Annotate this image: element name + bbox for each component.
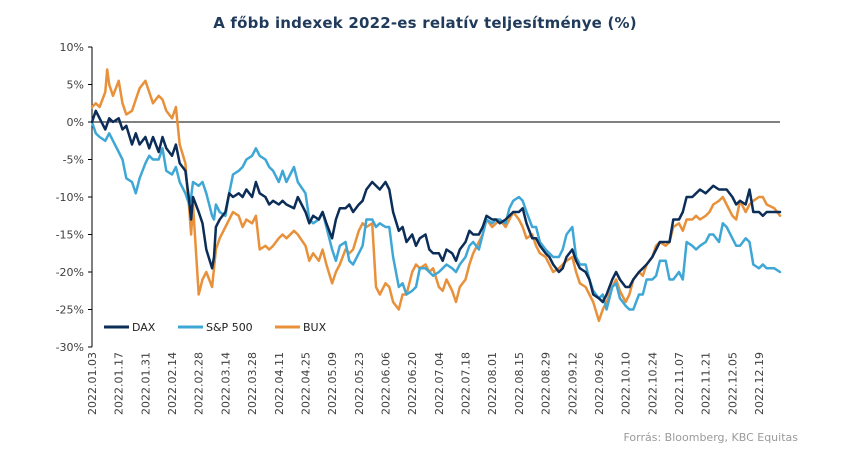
x-tick-label: 2022.06.06 (379, 352, 392, 415)
y-axis: 10% 5% 0% -5% -10% -15% -20% -25% -30% (56, 41, 93, 354)
x-tick-label: 2022.06.20 (406, 352, 419, 415)
y-tick-label: -30% (56, 341, 84, 354)
y-tick-label: 5% (67, 79, 84, 92)
x-tick-label: 2022.02.14 (166, 352, 179, 415)
source-note: Forrás: Bloomberg, KBC Equitas (623, 431, 798, 444)
chart-title: A főbb indexek 2022-es relatív teljesítm… (213, 14, 637, 32)
y-tick-label: -10% (56, 191, 84, 204)
x-tick-label: 2022.01.31 (139, 352, 152, 415)
series-line-dax (90, 109, 782, 304)
legend-label: S&P 500 (206, 321, 253, 334)
x-tick-label: 2022.03.14 (219, 352, 232, 415)
x-tick-label: 2022.11.21 (700, 352, 713, 415)
x-tick-label: 2022.05.09 (326, 352, 339, 415)
x-tick-label: 2022.08.01 (486, 352, 499, 415)
x-tick-label: 2022.03.28 (246, 352, 259, 415)
x-tick-label: 2022.12.05 (726, 352, 739, 415)
y-tick-label: -5% (63, 154, 84, 167)
series-line-bux (90, 68, 782, 323)
x-tick-label: 2022.04.11 (273, 352, 286, 415)
x-tick-label: 2022.10.24 (646, 352, 659, 415)
x-tick-label: 2022.09.26 (593, 352, 606, 415)
x-axis: 2022.01.03 2022.01.17 2022.01.31 2022.02.14… (86, 121, 780, 415)
series-lines (90, 68, 782, 323)
x-tick-label: 2022.08.29 (540, 352, 553, 415)
x-tick-label: 2022.09.12 (566, 352, 579, 415)
y-tick-label: -25% (56, 304, 84, 317)
y-tick-label: -15% (56, 229, 84, 242)
y-tick-label: -20% (56, 266, 84, 279)
x-tick-label: 2022.08.15 (513, 352, 526, 415)
x-tick-label: 2022.04.25 (299, 352, 312, 415)
y-tick-label: 10% (60, 41, 84, 54)
x-tick-label: 2022.05.23 (353, 352, 366, 415)
x-tick-label: 2022.11.07 (673, 352, 686, 415)
x-tick-label: 2022.07.04 (433, 352, 446, 415)
legend: DAX S&P 500 BUX (104, 321, 327, 334)
x-tick-label: 2022.02.28 (193, 352, 206, 415)
x-tick-label: 2022.10.10 (620, 352, 633, 415)
legend-label: BUX (303, 321, 327, 334)
legend-label: DAX (132, 321, 156, 334)
y-tick-label: 0% (67, 116, 84, 129)
series-line-s-p-500 (90, 120, 782, 311)
x-tick-label: 2022.07.18 (460, 352, 473, 415)
x-tick-label: 2022.01.03 (86, 352, 99, 415)
x-tick-label: 2022.01.17 (113, 352, 126, 415)
x-tick-label: 2022.12.19 (753, 352, 766, 415)
